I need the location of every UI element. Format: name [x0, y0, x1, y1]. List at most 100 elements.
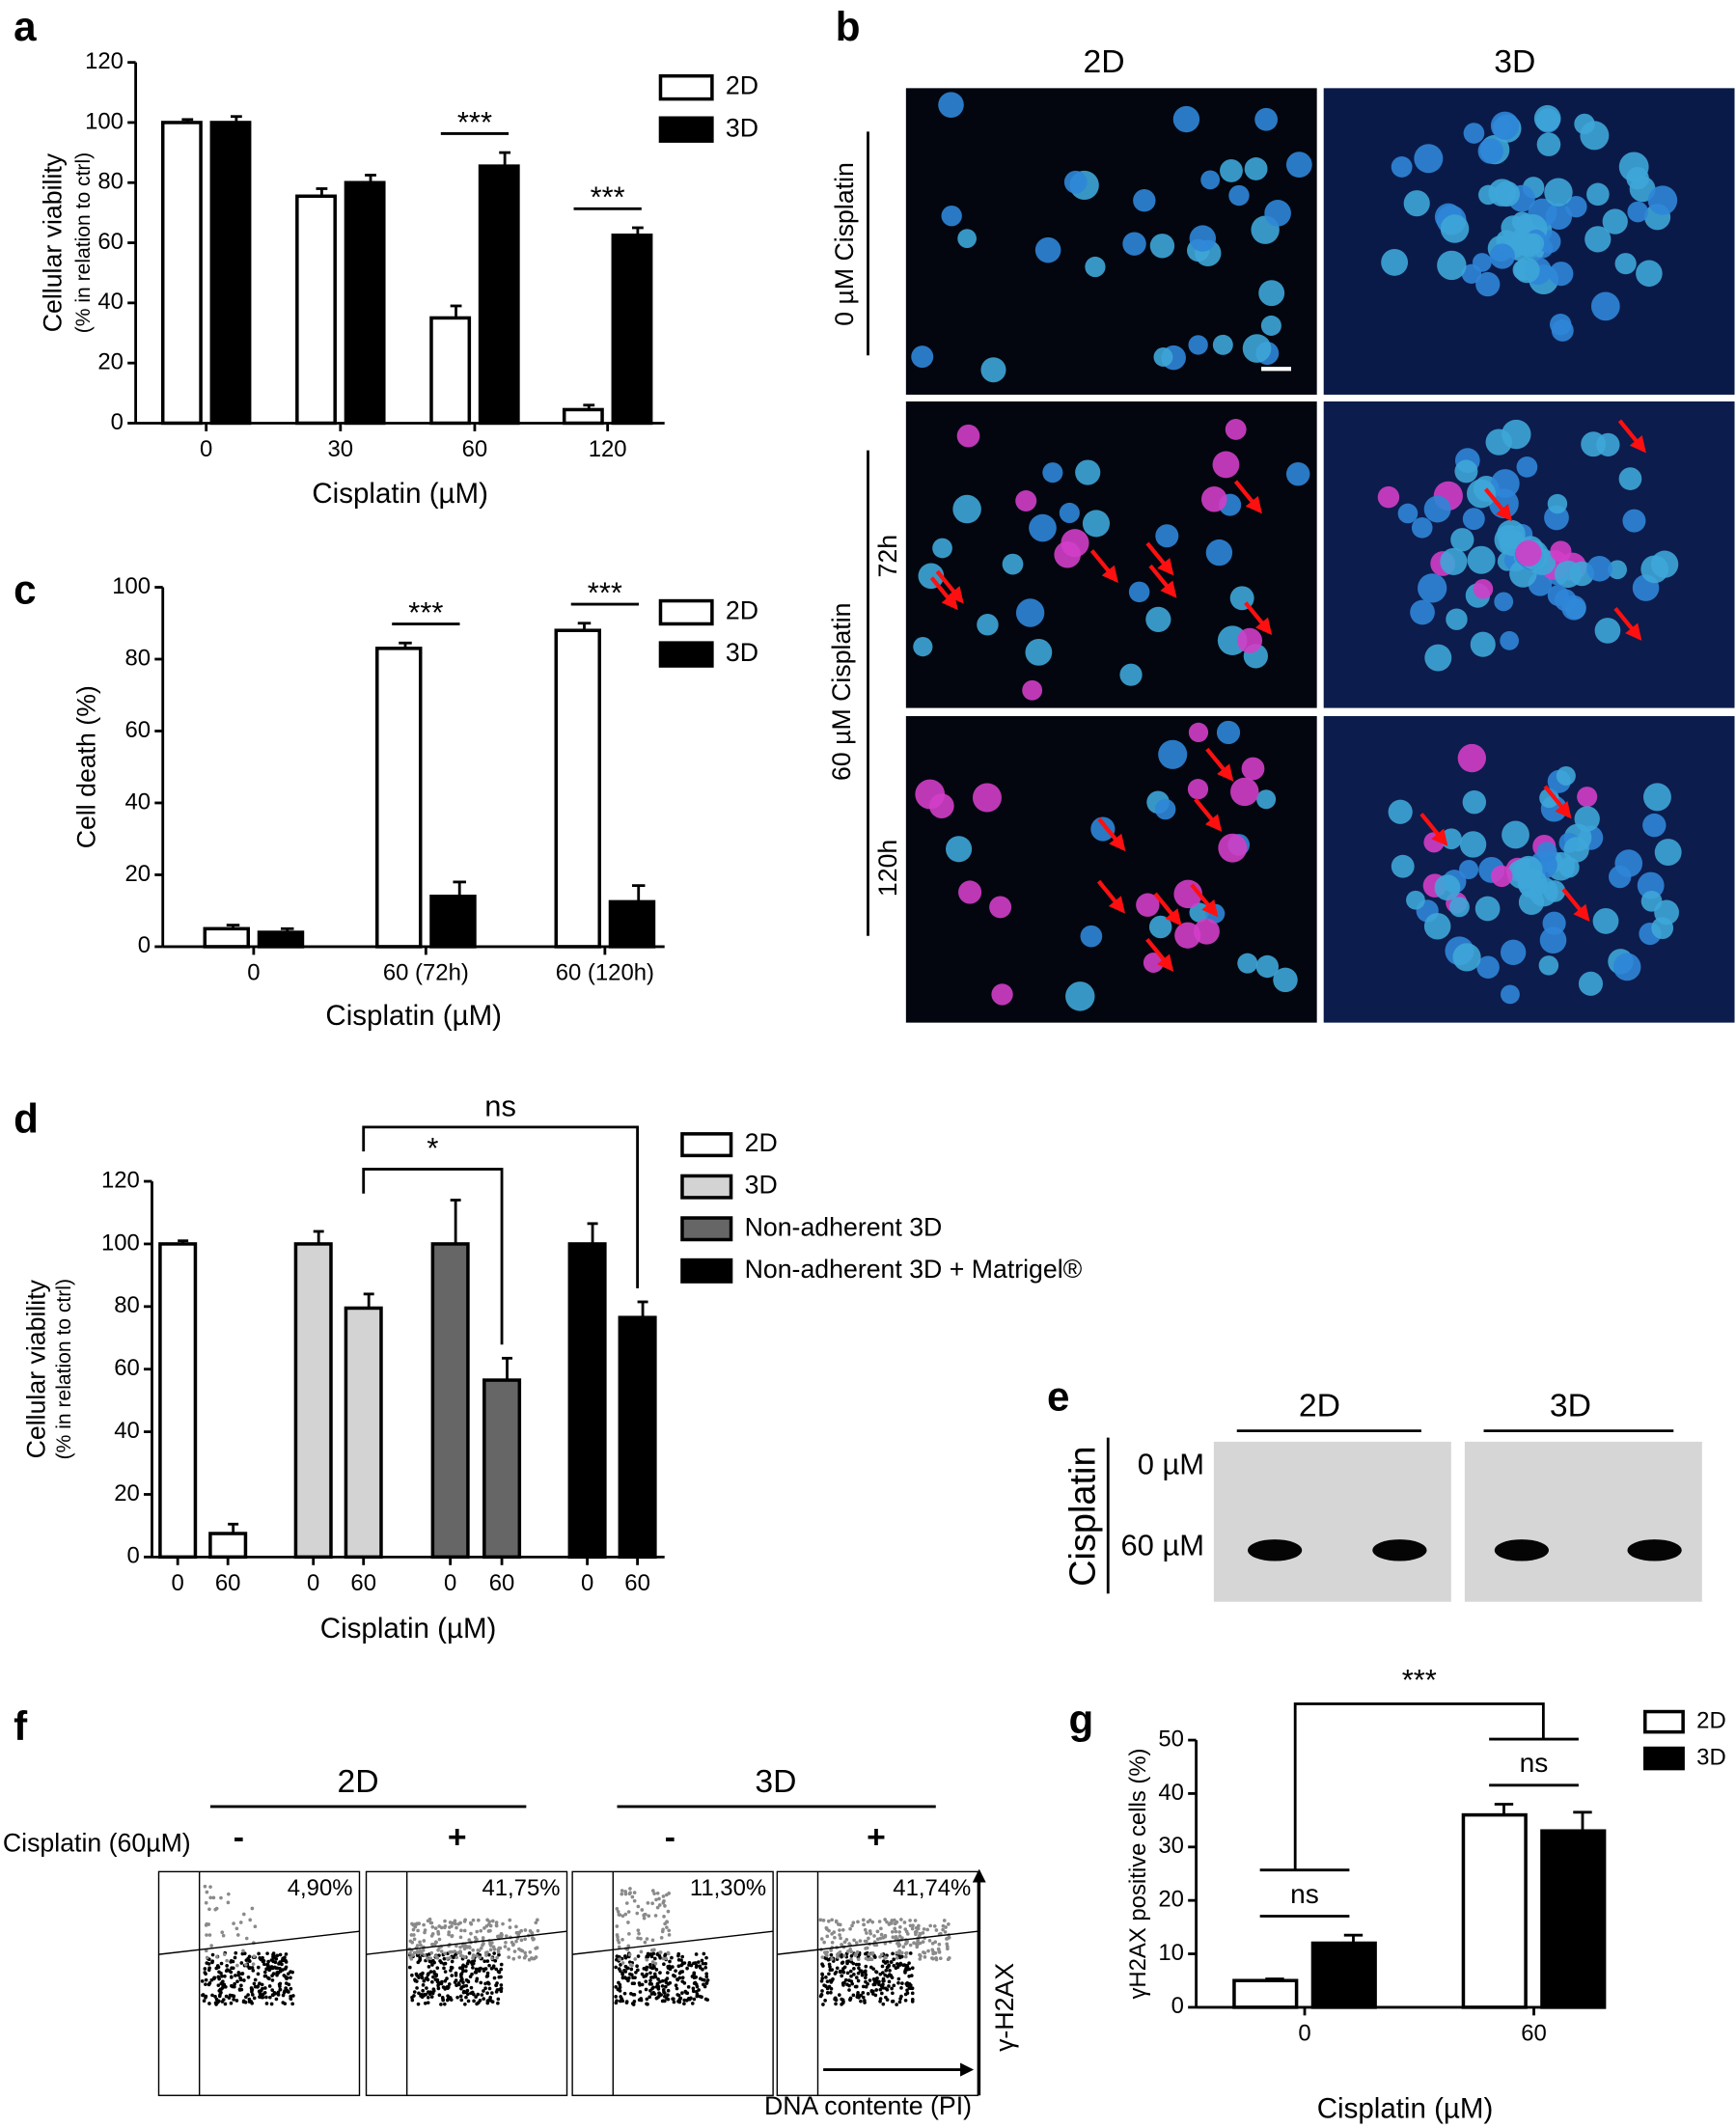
event [619, 1995, 622, 1999]
event [904, 1929, 909, 1934]
event [229, 1975, 234, 1979]
event [855, 1949, 860, 1954]
event [838, 1950, 842, 1954]
event [443, 1951, 448, 1956]
event [289, 1996, 293, 2001]
y-tick-label: 40 [114, 1418, 140, 1444]
event [635, 1911, 640, 1916]
event [864, 1969, 868, 1974]
cell [977, 614, 999, 636]
legend-swatch [680, 1257, 733, 1284]
cell [1457, 743, 1486, 773]
y-tick-label: 50 [1158, 1726, 1184, 1752]
event [229, 1958, 234, 1963]
event [264, 1967, 268, 1972]
bar [611, 234, 653, 426]
event [821, 1964, 825, 1968]
event [833, 1935, 837, 1940]
event [703, 1977, 706, 1982]
arrow [1617, 419, 1646, 454]
event [437, 1937, 442, 1942]
event [918, 1941, 923, 1946]
event [416, 1928, 420, 1933]
event [626, 1944, 631, 1948]
legend-label: Non-adherent 3D [745, 1212, 943, 1241]
event [877, 1982, 881, 1987]
event [687, 1963, 691, 1967]
event [891, 1951, 895, 1956]
event [944, 1925, 948, 1929]
event [205, 1933, 208, 1937]
event [657, 1903, 662, 1907]
cell [1501, 984, 1520, 1005]
arrow [1233, 480, 1262, 514]
cell [1241, 757, 1265, 781]
event [439, 1949, 444, 1953]
event [436, 1986, 441, 1991]
event [225, 1958, 229, 1963]
cell [1577, 787, 1598, 808]
gel-image [1464, 1441, 1702, 1602]
event [824, 1976, 828, 1979]
event [423, 2001, 427, 2005]
event [442, 1956, 447, 1961]
row-label: 0 µM [1138, 1447, 1204, 1480]
event [849, 1957, 853, 1961]
event [635, 1964, 639, 1969]
event [662, 1915, 666, 1919]
event [407, 1965, 412, 1970]
cell [1547, 585, 1569, 606]
y-tick-label: 40 [1158, 1780, 1184, 1806]
cell [1550, 540, 1572, 563]
event [512, 1949, 517, 1953]
event [436, 1948, 440, 1952]
cell [1022, 679, 1043, 701]
event [238, 1977, 243, 1982]
event [868, 1929, 872, 1933]
event [650, 1889, 655, 1893]
event [680, 1954, 685, 1959]
event [221, 1979, 225, 1984]
event [884, 1995, 888, 2000]
event [829, 1990, 833, 1995]
event [236, 1973, 240, 1977]
event [830, 1968, 835, 1972]
event [921, 1931, 925, 1935]
event [628, 1887, 632, 1891]
event [518, 1948, 523, 1952]
event [892, 1963, 896, 1968]
event [626, 1978, 630, 1983]
event [648, 1978, 652, 1983]
event [492, 1976, 497, 1980]
event [640, 1972, 645, 1976]
event [857, 1966, 861, 1971]
event [496, 1948, 501, 1951]
event [901, 1945, 906, 1949]
event [679, 1963, 683, 1968]
y-tick-label: 20 [125, 861, 152, 887]
cell [1500, 939, 1527, 965]
event [885, 1965, 890, 1970]
event [223, 1974, 227, 1978]
event [943, 1930, 948, 1934]
bar [618, 1315, 657, 1560]
event [631, 2003, 636, 2006]
event [470, 1990, 475, 1995]
event [617, 1945, 621, 1949]
legend-label: 2D [726, 596, 758, 625]
cell [1059, 502, 1080, 523]
event [665, 1925, 669, 1930]
event [868, 1918, 872, 1922]
event [471, 1966, 475, 1970]
event [918, 1952, 922, 1957]
event [677, 1997, 682, 2002]
event [852, 1973, 856, 1976]
cell [1082, 510, 1111, 538]
legend-label: 3D [726, 638, 758, 667]
cell [1581, 431, 1607, 457]
event [423, 1930, 427, 1935]
event [842, 1980, 846, 1985]
event [207, 1907, 211, 1912]
legend-swatch [658, 116, 714, 143]
event [656, 1977, 660, 1981]
